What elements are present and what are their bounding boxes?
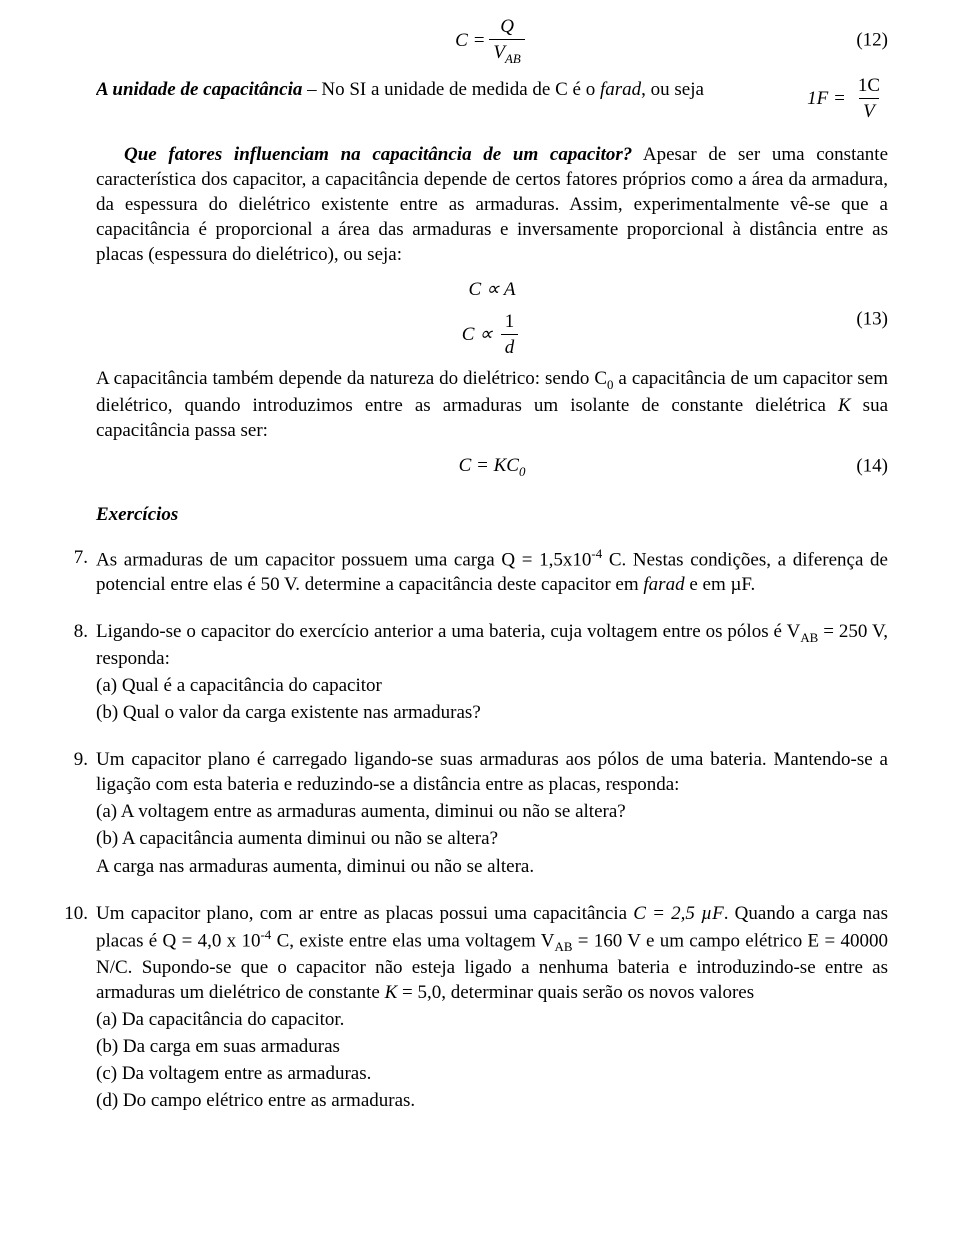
eq14-tag: (14) xyxy=(856,454,888,479)
exercise-body: Ligando-se o capacitor do exercício ante… xyxy=(96,619,888,725)
exercise-10c: (c) Da voltagem entre as armaduras. xyxy=(96,1061,888,1086)
exercise-7: 7. As armaduras de um capacitor possuem … xyxy=(56,545,888,597)
exercise-list: 7. As armaduras de um capacitor possuem … xyxy=(96,545,888,1114)
exercise-9c: A carga nas armaduras aumenta, diminui o… xyxy=(96,854,888,879)
exercise-9: 9. Um capacitor plano é carregado ligand… xyxy=(56,747,888,878)
exercise-10a: (a) Da capacitância do capacitor. xyxy=(96,1007,888,1032)
exercise-number: 7. xyxy=(56,545,96,597)
eq14-text: C = KC0 xyxy=(459,453,526,480)
unit-eq-den: V xyxy=(859,98,879,124)
unit-line: 1F = 1C V A unidade de capacitância – No… xyxy=(96,77,888,124)
exercise-8b: (b) Qual o valor da carga existente nas … xyxy=(96,700,888,725)
exercises-heading: Exercícios xyxy=(96,502,888,527)
exercise-body: Um capacitor plano é carregado ligando-s… xyxy=(96,747,888,878)
exercise-9b: (b) A capacitância aumenta diminui ou nã… xyxy=(96,826,888,851)
eq13-tag: (13) xyxy=(856,306,888,331)
exercise-number: 10. xyxy=(56,901,96,1114)
unit-eq-num: 1C xyxy=(854,77,884,98)
exercise-10b: (b) Da carga em suas armaduras xyxy=(96,1034,888,1059)
factors-question: Que fatores influenciam na capacitância … xyxy=(124,144,632,165)
eq13-line2: C ∝ 1 d xyxy=(462,309,523,360)
equation-14: C = KC0 (14) xyxy=(96,453,888,480)
equation-12: C = Q VAB (12) xyxy=(96,14,888,67)
exercise-number: 8. xyxy=(56,619,96,725)
exercise-number: 9. xyxy=(56,747,96,878)
exercise-body: Um capacitor plano, com ar entre as plac… xyxy=(96,901,888,1114)
eq12-num: Q xyxy=(496,14,518,39)
eq12-den: VAB xyxy=(489,39,524,67)
exercise-9a: (a) A voltagem entre as armaduras aument… xyxy=(96,799,888,824)
exercise-10d: (d) Do campo elétrico entre as armaduras… xyxy=(96,1088,888,1113)
equation-13: C ∝ A C ∝ 1 d (13) xyxy=(96,277,888,359)
eq12-frac: Q VAB xyxy=(489,14,524,67)
after-eq13-paragraph: A capacitância também depende da naturez… xyxy=(96,366,888,443)
exercise-body: As armaduras de um capacitor possuem uma… xyxy=(96,545,888,597)
exercise-8: 8. Ligando-se o capacitor do exercício a… xyxy=(56,619,888,725)
eq13-line1: C ∝ A xyxy=(468,277,515,302)
eq12-tag: (12) xyxy=(856,28,888,53)
unit-eq: 1F = 1C V xyxy=(807,77,888,124)
exercise-8a: (a) Qual é a capacitância do capacitor xyxy=(96,673,888,698)
unit-lead: A unidade de capacitância xyxy=(96,79,302,100)
factors-paragraph: Que fatores influenciam na capacitância … xyxy=(96,142,888,267)
exercise-10: 10. Um capacitor plano, com ar entre as … xyxy=(56,901,888,1114)
eq12-lhs: C = xyxy=(455,28,485,53)
